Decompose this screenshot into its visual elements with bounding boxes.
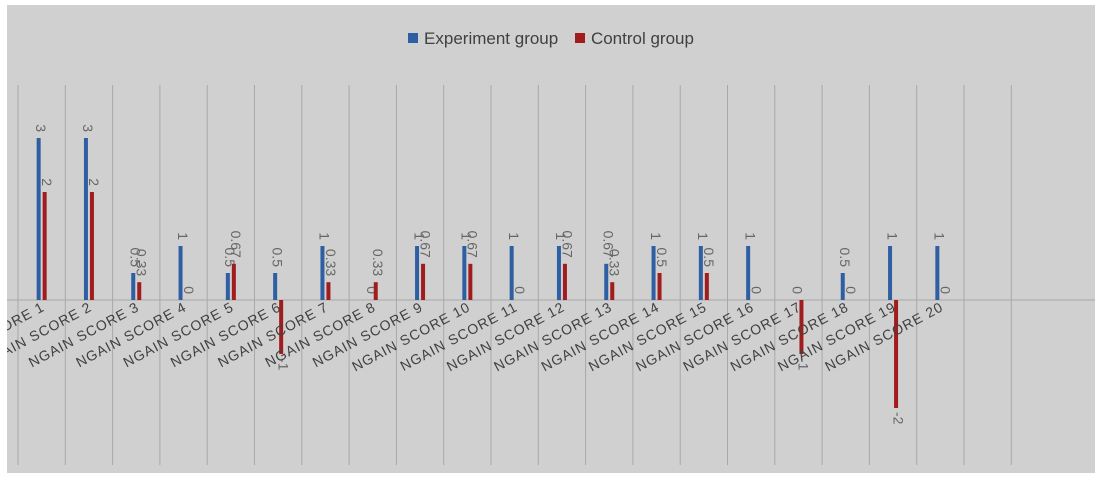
- data-label-control: 0.67: [228, 231, 244, 258]
- legend-item-control: Control group: [574, 29, 694, 49]
- bar-experiment: [83, 138, 88, 300]
- bar-control: [610, 282, 615, 300]
- data-label-experiment: 1: [317, 232, 333, 240]
- data-label-experiment: 1: [459, 232, 475, 240]
- data-label-experiment: 3: [33, 124, 49, 132]
- bar-control: [468, 263, 473, 300]
- data-label-experiment: 1: [742, 232, 758, 240]
- bar-experiment: [320, 246, 325, 300]
- data-label-experiment: 1: [648, 232, 664, 240]
- data-label-control: -1: [275, 358, 291, 371]
- data-label-control: -2: [890, 412, 906, 425]
- data-label-control: 0.67: [417, 231, 433, 258]
- bar-experiment: [131, 273, 136, 300]
- bar-experiment: [698, 246, 703, 300]
- data-label-control: 0.5: [654, 248, 670, 268]
- data-label-control: 0: [181, 286, 197, 294]
- bar-control: [279, 300, 284, 354]
- data-label-control: -1: [796, 358, 812, 371]
- data-label-experiment: 0.5: [837, 248, 853, 268]
- bar-control: [326, 282, 331, 300]
- data-label-experiment: 1: [175, 232, 191, 240]
- data-label-control: 2: [86, 178, 102, 186]
- bar-experiment: [225, 273, 230, 300]
- bar-control: [89, 192, 94, 300]
- data-label-control: 0.67: [465, 231, 481, 258]
- bar-experiment: [509, 246, 514, 300]
- bar-experiment: [746, 246, 751, 300]
- data-label-experiment: 0.5: [269, 248, 285, 268]
- data-label-experiment: 1: [553, 232, 569, 240]
- bar-experiment: [178, 246, 183, 300]
- data-label-experiment: 1: [695, 232, 711, 240]
- bar-control: [421, 263, 426, 300]
- data-label-experiment: 1: [411, 232, 427, 240]
- bar-control: [231, 263, 236, 300]
- data-label-control: 0.67: [559, 231, 575, 258]
- bar-control: [657, 273, 662, 300]
- data-label-control: 0: [938, 286, 954, 294]
- data-label-experiment: 3: [80, 124, 96, 132]
- legend-label-control: Control group: [590, 29, 694, 48]
- data-label-control: 0.33: [607, 249, 623, 276]
- bar-experiment: [604, 263, 609, 300]
- data-label-experiment: 1: [506, 232, 522, 240]
- legend-label-experiment: Experiment group: [424, 29, 559, 48]
- bar-control: [894, 300, 899, 408]
- bar-control: [799, 300, 804, 354]
- data-label-experiment: 0: [364, 286, 380, 294]
- bar-control: [562, 263, 567, 300]
- data-label-control: 0.33: [134, 249, 150, 276]
- bar-experiment: [273, 273, 278, 300]
- bar-experiment: [888, 246, 893, 300]
- bar-experiment: [840, 273, 845, 300]
- bar-experiment: [935, 246, 940, 300]
- bar-experiment: [556, 246, 561, 300]
- data-label-control: 0: [748, 286, 764, 294]
- bar-control: [373, 282, 378, 300]
- legend-swatch-experiment: [408, 33, 419, 43]
- bar-experiment: [415, 246, 420, 300]
- bar-control: [42, 192, 47, 300]
- data-label-experiment: 1: [932, 232, 948, 240]
- data-label-control: 0: [512, 286, 528, 294]
- bar-experiment: [36, 138, 41, 300]
- legend: Experiment group Control group: [7, 29, 1095, 49]
- data-label-control: 2: [39, 178, 55, 186]
- data-label-control: 0.33: [323, 249, 339, 276]
- bar-control: [704, 273, 709, 300]
- legend-swatch-control: [574, 33, 585, 43]
- data-label-experiment: 1: [884, 232, 900, 240]
- data-label-control: 0.33: [370, 249, 386, 276]
- bar-control: [137, 282, 142, 300]
- legend-item-experiment: Experiment group: [408, 29, 558, 49]
- data-label-experiment: 0: [790, 286, 806, 294]
- data-label-experiment: 0.67: [601, 231, 617, 258]
- data-label-control: 0: [843, 286, 859, 294]
- data-label-control: 0.5: [701, 248, 717, 268]
- data-label-experiment: 0.5: [128, 248, 144, 268]
- bar-experiment: [651, 246, 656, 300]
- data-label-experiment: 0.5: [222, 248, 238, 268]
- bar-experiment: [462, 246, 467, 300]
